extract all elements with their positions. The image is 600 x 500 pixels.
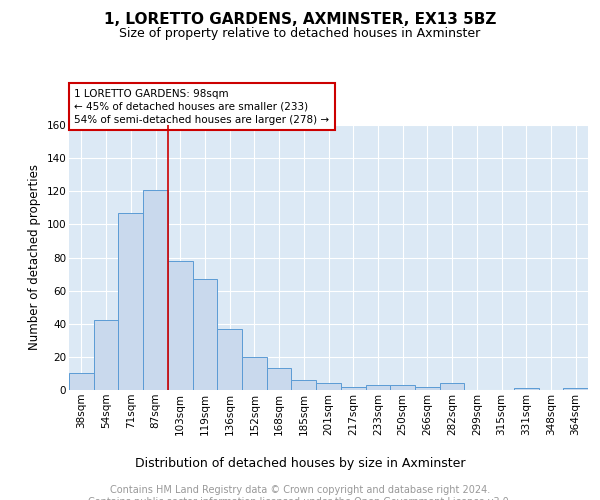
Bar <box>390 385 415 390</box>
Bar <box>365 385 390 390</box>
Bar <box>193 279 217 390</box>
Bar <box>217 328 242 390</box>
Bar <box>69 374 94 390</box>
Bar <box>118 213 143 390</box>
Bar <box>415 386 440 390</box>
Text: Contains HM Land Registry data © Crown copyright and database right 2024.
Contai: Contains HM Land Registry data © Crown c… <box>88 485 512 500</box>
Bar <box>440 384 464 390</box>
Bar <box>242 357 267 390</box>
Text: 1 LORETTO GARDENS: 98sqm
← 45% of detached houses are smaller (233)
54% of semi-: 1 LORETTO GARDENS: 98sqm ← 45% of detach… <box>74 88 329 125</box>
Text: Distribution of detached houses by size in Axminster: Distribution of detached houses by size … <box>135 458 465 470</box>
Text: 1, LORETTO GARDENS, AXMINSTER, EX13 5BZ: 1, LORETTO GARDENS, AXMINSTER, EX13 5BZ <box>104 12 496 28</box>
Bar <box>316 384 341 390</box>
Bar <box>267 368 292 390</box>
Bar <box>168 261 193 390</box>
Bar <box>563 388 588 390</box>
Bar <box>341 386 365 390</box>
Bar <box>143 190 168 390</box>
Text: Size of property relative to detached houses in Axminster: Size of property relative to detached ho… <box>119 28 481 40</box>
Bar <box>94 320 118 390</box>
Bar <box>292 380 316 390</box>
Y-axis label: Number of detached properties: Number of detached properties <box>28 164 41 350</box>
Bar <box>514 388 539 390</box>
